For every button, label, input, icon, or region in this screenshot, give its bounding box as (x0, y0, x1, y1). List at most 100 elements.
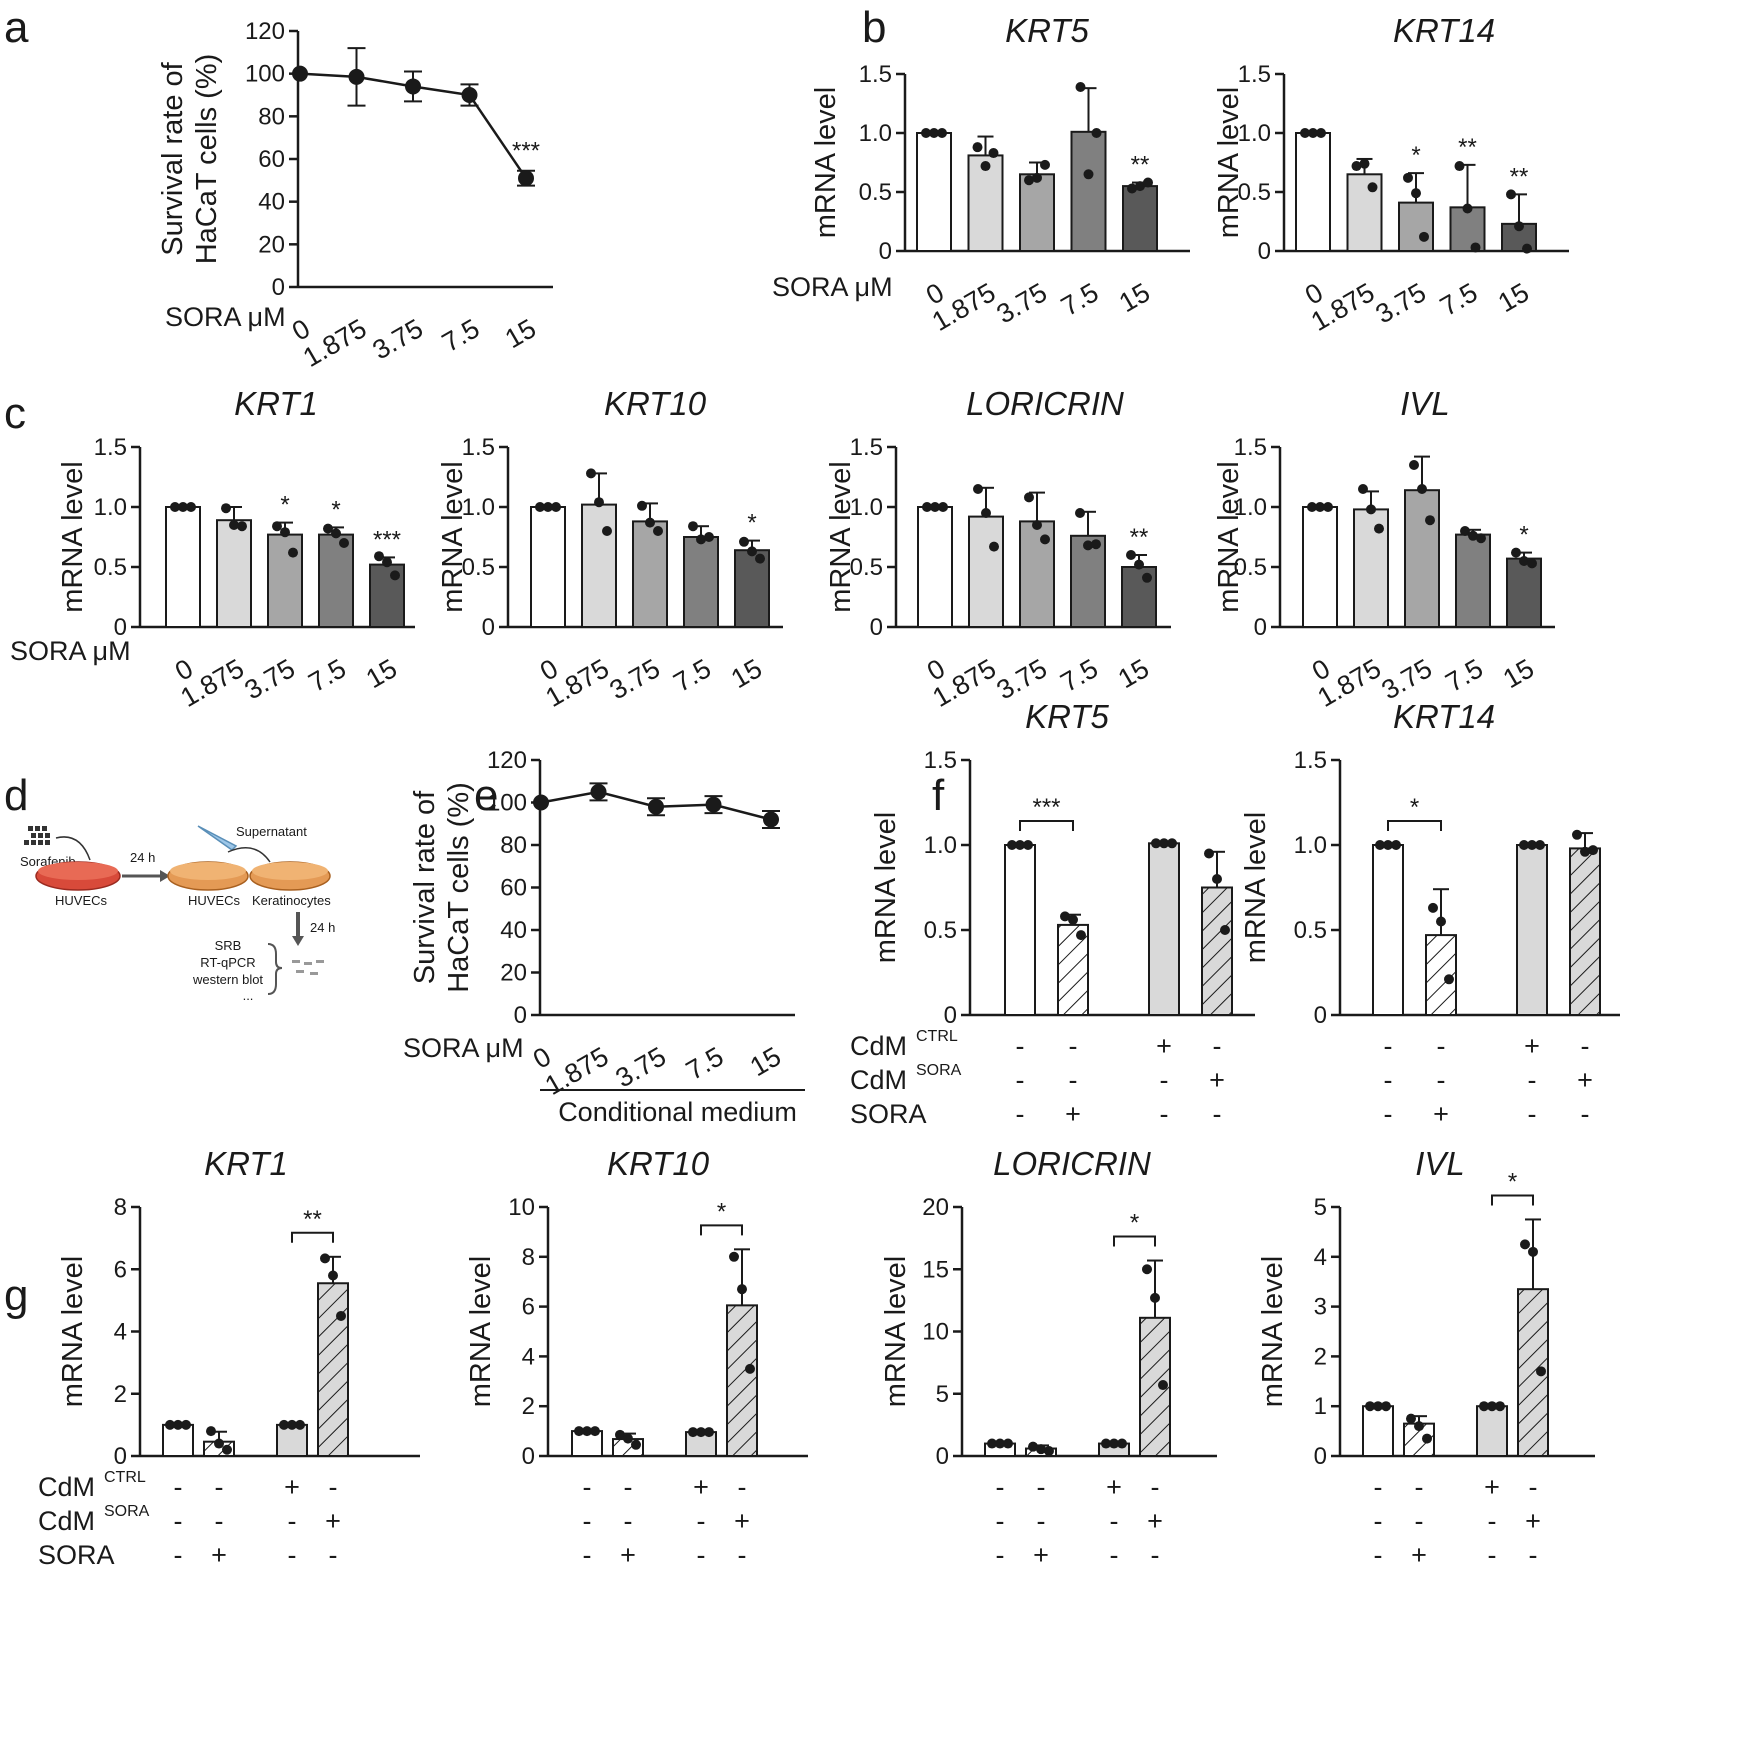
g-ivl-cond-cdm_sora-1: - (1415, 1506, 1424, 1536)
g-loricrin-cond-cdm_sora-2: - (1110, 1506, 1119, 1536)
b-krt5-dot-2-0 (1024, 175, 1034, 186)
g-loricrin-dot-0-1 (995, 1438, 1005, 1449)
g-krt1-cond-cdm_ctrl-3: - (329, 1472, 338, 1502)
b-krt5-dot-1-0 (972, 142, 983, 153)
b-krt14-bar-0 (1295, 132, 1331, 252)
c-krt1-xcat-2: 3.75 (239, 653, 300, 705)
f-krt5-dot-2-2 (1167, 838, 1177, 849)
c-krt10-dot-2-1 (645, 517, 655, 528)
e-point-3 (705, 796, 722, 813)
g-loricrin-cond-cdm_ctrl-2: + (1106, 1472, 1122, 1502)
b-krt5-ytick-label-2: 1.0 (859, 120, 892, 147)
b-krt5-dot-0-0 (921, 128, 931, 138)
c-krt10-bar-2 (632, 520, 668, 629)
f-krt14-dot-0-1 (1383, 840, 1393, 850)
c-loricrin-dot-3-2 (1091, 539, 1101, 550)
c-krt1-dot-4-0 (374, 551, 384, 562)
g-krt10-dot-2-0 (688, 1427, 698, 1438)
f-krt14-dot-3-1 (1580, 846, 1590, 857)
c-ivl-bar-4 (1506, 557, 1542, 628)
g-ivl-dot-1-0 (1406, 1413, 1416, 1424)
b-krt5-dot-3-0 (1075, 81, 1086, 92)
g-loricrin-dot-3-2 (1158, 1380, 1168, 1391)
b-krt14-dot-0-2 (1316, 128, 1326, 138)
c-loricrin-dot-1-2 (989, 541, 999, 552)
g-loricrin-cond-cdm_ctrl-3: - (1151, 1472, 1160, 1502)
c-ivl-bar-2 (1404, 489, 1440, 629)
g-ivl-bar-2 (1476, 1405, 1508, 1457)
f-krt14-cond-cdm_sora-2: - (1528, 1065, 1537, 1095)
c-krt1-bar-3 (318, 533, 354, 628)
g-krt1-bar-0 (162, 1423, 194, 1457)
arrow-icon (55, 836, 91, 861)
g-krt10-ytick-label-0: 0 (522, 1443, 535, 1470)
g-ivl-dot-3-1 (1528, 1246, 1538, 1257)
b-krt14-dot-2-0 (1403, 172, 1413, 183)
c-ivl-xcat-3: 7.5 (1440, 653, 1488, 698)
brace-icon (267, 943, 283, 995)
chart-e-survival: 0 20 40 60 80 100 120 Survival rate of HaCaT cel… (403, 747, 805, 1127)
f-krt14-cond-sora-2: - (1528, 1099, 1537, 1129)
g-loricrin-dot-1-1 (1036, 1444, 1046, 1455)
b-krt14-dot-3-1 (1462, 203, 1473, 214)
e-ylabel-2: HaCaT cells (%) (443, 782, 475, 993)
g-krt10-ytick-label-5: 10 (508, 1194, 535, 1221)
c-krt1-ytick-label-3: 1.5 (94, 434, 127, 461)
g-krt1-ytick-label-1: 2 (114, 1381, 127, 1408)
f-krt5-dot-1-1 (1068, 914, 1078, 925)
assay-more: ... (243, 988, 254, 1003)
g-krt10-dot-2-2 (704, 1427, 714, 1438)
g-ivl-ytick-label-3: 3 (1314, 1294, 1327, 1321)
b-krt5-sora-label: SORA μM (772, 272, 893, 302)
g-loricrin-cond-cdm_ctrl-0: - (996, 1472, 1005, 1502)
f-krt14-dot-1-1 (1436, 916, 1446, 927)
g-krt10-cond-sora-0: - (583, 1540, 592, 1570)
f-krt14-ytick-label-1: 0.5 (1294, 917, 1327, 944)
f-krt5-dot-3-1 (1212, 874, 1222, 884)
b-krt14-dot-3-2 (1470, 242, 1481, 253)
f-krt14-cond-sora-0: - (1384, 1099, 1393, 1129)
g-krt10-dot-3-0 (729, 1251, 739, 1262)
g-krt1-ylabel: mRNA level (57, 1256, 89, 1408)
g-loricrin-ytick-label-2: 10 (922, 1319, 949, 1346)
f-krt5-dot-2-1 (1159, 838, 1169, 849)
f-krt14-cond-cdm_ctrl-1: - (1437, 1031, 1446, 1061)
c-krt1-dot-0-2 (186, 502, 196, 512)
c-ivl-xcat-4: 15 (1498, 653, 1539, 694)
g-ivl-cond-sora-0: - (1374, 1540, 1383, 1570)
c-krt1-dot-1-0 (221, 503, 231, 514)
g-krt10-dot-3-2 (745, 1363, 755, 1374)
g-ivl-cond-cdm_ctrl-0: - (1374, 1472, 1383, 1502)
c-krt1-sora-label: SORA μM (10, 636, 131, 666)
c-krt10-bar-4 (734, 549, 770, 629)
f-krt14-bracket-0 (1387, 820, 1442, 831)
c-krt1-dot-1-1 (229, 520, 239, 530)
g-krt10-cond-sora-3: - (738, 1540, 747, 1570)
arrow-head-1 (160, 870, 170, 882)
g-krt10-ytick-label-3: 6 (522, 1294, 535, 1321)
b-krt5-bar-3 (1070, 130, 1107, 253)
a-sig-4: *** (512, 138, 540, 165)
g-krt10-dot-0-2 (590, 1426, 600, 1437)
f-krt5-cdm-sora-label: CdM (850, 1065, 907, 1095)
b-krt5-dot-2-1 (1032, 172, 1042, 183)
f-krt5-bracket-0 (1019, 820, 1074, 831)
b-krt5-ylabel: mRNA level (810, 87, 842, 239)
g-ivl-title: IVL (1415, 1145, 1465, 1182)
g-ivl-ylabel: mRNA level (1257, 1256, 1289, 1408)
g-krt10-dot-1-1 (623, 1433, 633, 1444)
b-krt5-dot-0-1 (929, 128, 939, 138)
a-point-0 (292, 65, 308, 82)
g-krt10-dot-0-1 (582, 1426, 592, 1437)
g-ivl-cond-sora-3: - (1529, 1540, 1538, 1570)
b-krt14-title: KRT14 (1393, 12, 1495, 49)
e-point-0 (533, 794, 549, 811)
g-ivl-cond-cdm_ctrl-3: - (1529, 1472, 1538, 1502)
g-loricrin-bracket-0 (1113, 1235, 1156, 1247)
schematic-d: Sorafenib HUVECs 24 h HUVECs Keratinocyt… (20, 824, 335, 1003)
c-krt10-ytick-label-0: 0 (482, 614, 495, 641)
g-loricrin-cond-cdm_ctrl-1: - (1037, 1472, 1046, 1502)
a-point-4 (518, 170, 534, 187)
b-krt14-ytick-label-2: 1.0 (1238, 120, 1271, 147)
